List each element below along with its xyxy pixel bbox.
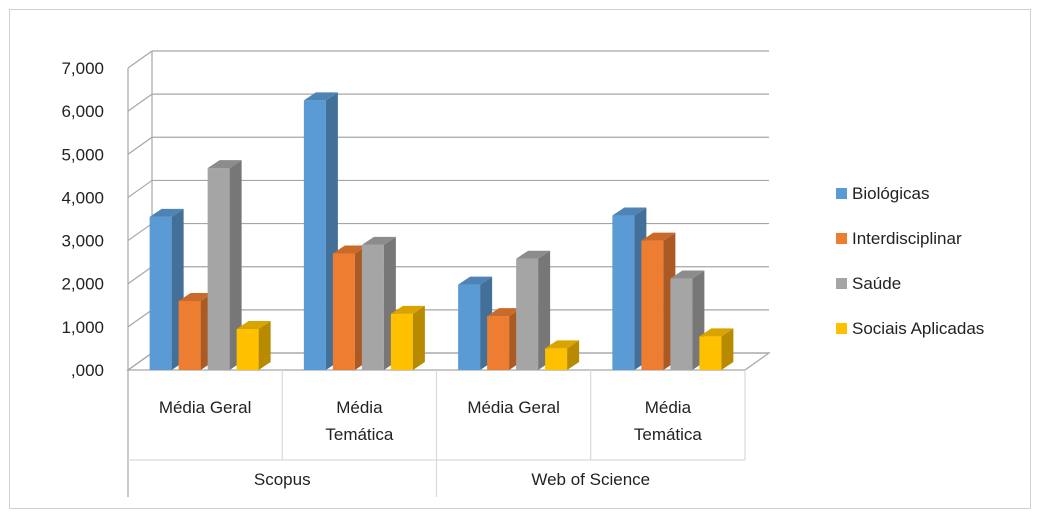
category-label: Média Geral [467,398,560,417]
category-label: Média Geral [159,398,252,417]
bar-top [641,232,676,241]
bar-side [721,328,734,370]
bar-top [670,270,705,279]
bar-top [236,321,271,330]
legend-swatch [836,233,847,244]
bar [458,284,481,370]
bar-top [207,160,242,169]
category-label: Média [336,398,383,417]
bar-top [303,92,338,101]
legend-label: Biológicas [852,184,930,203]
group-label: Scopus [254,470,311,489]
legend-label: Sociais Aplicadas [852,319,984,338]
side-gridline [127,266,153,285]
bar-side [229,160,242,370]
bar [545,348,568,370]
side-gridline [127,309,153,328]
legend-swatch [836,323,847,334]
bar [612,215,635,370]
y-tick-label: 2,000 [61,275,104,294]
bar-top [149,208,184,217]
bar-top [516,250,551,259]
legend-swatch [836,188,847,199]
bar-top [699,328,734,337]
category-label: Temática [634,425,703,444]
y-tick-label: 7,000 [61,59,104,78]
category-label: Temática [325,425,394,444]
bar-top [178,292,213,301]
bar-top [361,236,396,245]
bar [303,100,326,370]
bar-side [538,250,551,370]
bar [361,244,384,370]
side-gridline [127,136,153,155]
bar-side [412,305,425,370]
y-tick-label: 6,000 [61,102,104,121]
bar [641,240,664,370]
bar [699,336,722,370]
bar [332,253,355,370]
bar-top [612,207,647,216]
bar [178,300,201,370]
y-tick-label: 4,000 [61,188,104,207]
category-label: Média [645,398,692,417]
bar [670,278,693,370]
bar-side [258,321,271,370]
bar [149,216,172,370]
legend-swatch [836,278,847,289]
y-tick-label: 3,000 [61,232,104,251]
legend-label: Interdisciplinar [852,229,962,248]
bar-side [567,340,580,370]
bar-top [487,308,522,317]
bar [516,258,539,370]
legend-label: Saúde [852,274,901,293]
bar [207,168,230,370]
side-gridline [127,223,153,242]
bar [487,316,510,370]
bar [390,313,413,370]
floor [126,352,771,371]
bar [236,329,259,370]
bar-top [545,340,580,349]
side-gridline [127,93,153,112]
y-tick-label: ,000 [71,361,104,380]
y-tick-label: 1,000 [61,318,104,337]
group-label: Web of Science [531,470,650,489]
bar-top [458,276,493,285]
y-tick-label: 5,000 [61,145,104,164]
side-gridline [127,50,153,69]
bar-top [332,245,367,254]
bar-top [390,305,425,314]
side-gridline [127,179,153,198]
